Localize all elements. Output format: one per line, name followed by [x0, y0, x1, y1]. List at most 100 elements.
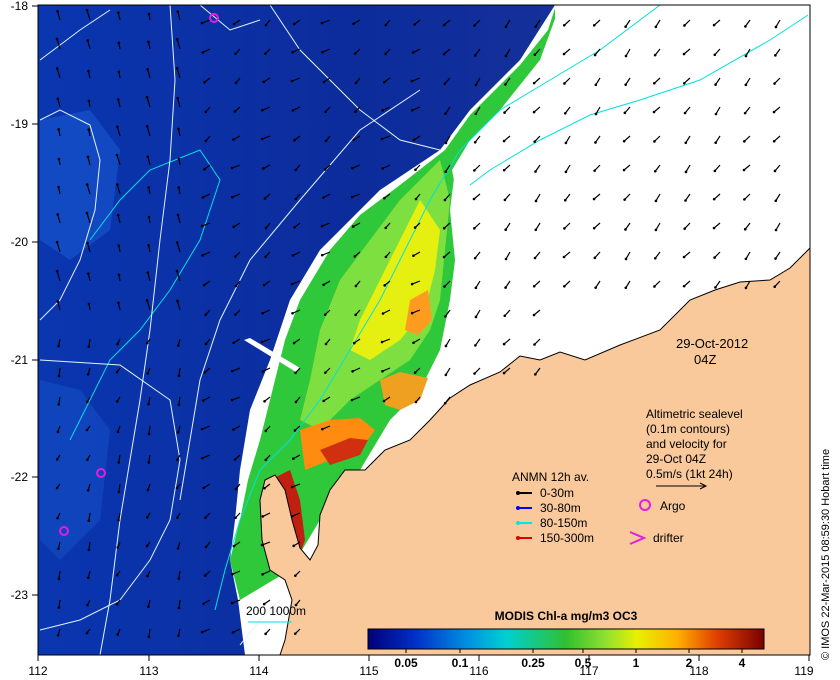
colorbar-tick-label: 0.05 — [394, 656, 418, 670]
altimetry-line: 29-Oct 04Z — [646, 452, 706, 466]
velocity-arrow-head — [683, 227, 686, 230]
velocity-arrow-head — [177, 577, 181, 580]
velocity-arrow — [623, 164, 631, 171]
velocity-arrow-head — [260, 543, 264, 547]
velocity-arrow-head — [592, 226, 596, 230]
velocity-arrow-head — [230, 398, 234, 402]
velocity-arrow — [625, 19, 631, 27]
velocity-arrow — [147, 272, 151, 282]
velocity-arrow-head — [383, 80, 386, 84]
altimetry-line: Altimetric sealevel — [646, 407, 743, 421]
velocity-arrow-head — [653, 53, 657, 57]
velocity-arrow-head — [502, 168, 506, 172]
blue-patch — [40, 380, 110, 560]
velocity-arrow — [411, 280, 421, 285]
velocity-arrow-head — [533, 256, 537, 260]
velocity-arrow-head — [682, 81, 686, 85]
velocity-arrow — [714, 280, 721, 288]
velocity-arrow — [625, 77, 631, 85]
velocity-arrow-head — [55, 458, 59, 461]
velocity-arrow-head — [384, 255, 388, 259]
velocity-arrow-head — [293, 138, 296, 142]
velocity-arrow-head — [473, 227, 476, 230]
legend-label: 0-30m — [540, 486, 574, 500]
velocity-arrow-head — [414, 400, 418, 404]
velocity-arrow — [148, 628, 151, 637]
velocity-arrow — [715, 77, 721, 85]
velocity-arrow — [411, 309, 421, 314]
velocity-arrow-head — [534, 25, 537, 28]
x-tick-label: 115 — [359, 664, 378, 678]
velocity-arrow-head — [682, 255, 686, 259]
velocity-arrow-head — [291, 457, 295, 460]
velocity-arrow-head — [592, 23, 596, 27]
argo-float — [209, 13, 219, 23]
colorbar-title: MODIS Chl-a mg/m3 OC3 — [495, 609, 638, 623]
bathymetry-contours — [69, 5, 809, 611]
velocity-arrow-head — [322, 80, 326, 84]
velocity-arrow-head — [320, 224, 324, 228]
velocity-arrow — [625, 280, 631, 289]
velocity-arrow-head — [623, 198, 626, 201]
velocity-arrow-head — [504, 257, 508, 261]
argo-markers — [59, 13, 219, 536]
velocity-arrow-head — [57, 185, 60, 189]
y-tick-label: -22 — [11, 470, 29, 484]
velocity-arrow-head — [563, 82, 566, 85]
velocity-arrow-head — [502, 139, 506, 143]
legend-title: ANMN 12h av. — [512, 470, 589, 484]
velocity-arrow-head — [322, 283, 325, 287]
velocity-arrow-head — [354, 110, 357, 114]
velocity-arrow — [291, 77, 301, 82]
velocity-arrow — [563, 251, 571, 258]
velocity-arrow-head — [381, 369, 384, 373]
velocity-arrow — [262, 309, 271, 314]
velocity-arrow-head — [474, 315, 478, 319]
velocity-arrow — [56, 68, 61, 79]
velocity-arrow — [382, 106, 391, 111]
velocity-arrow-head — [116, 125, 119, 129]
velocity-arrow-head — [293, 225, 296, 229]
velocity-arrow-head — [115, 400, 119, 403]
velocity-arrow-head — [534, 373, 537, 376]
velocity-arrow-head — [682, 52, 686, 56]
velocity-arrow — [56, 38, 61, 50]
velocity-arrow-head — [232, 428, 235, 431]
velocity-arrow — [683, 251, 691, 258]
velocity-arrow — [744, 106, 751, 114]
velocity-arrow — [56, 10, 61, 21]
colorbar-tick-label: 0.25 — [521, 656, 545, 670]
orange-coastal — [405, 290, 432, 335]
velocity-arrow-head — [773, 82, 776, 85]
velocity-arrow-head — [146, 574, 149, 578]
velocity-arrow-head — [86, 39, 89, 42]
velocity-arrow-head — [201, 51, 205, 54]
velocity-arrow — [87, 40, 91, 50]
velocity-arrow-head — [773, 169, 777, 173]
velocity-arrow-head — [414, 168, 417, 172]
velocity-arrow — [503, 135, 511, 142]
velocity-arrow — [535, 164, 541, 172]
velocity-arrow-head — [87, 576, 90, 580]
velocity-arrow-head — [203, 574, 207, 577]
velocity-arrow-head — [147, 186, 150, 189]
velocity-arrow — [201, 222, 211, 227]
velocity-arrow — [594, 48, 601, 56]
velocity-arrow-head — [473, 169, 476, 172]
altimetry-line: 0.5m/s (1kt 24h) — [646, 467, 733, 481]
velocity-arrow-head — [175, 486, 179, 490]
velocity-arrow — [474, 251, 481, 259]
velocity-arrow-head — [117, 490, 121, 494]
map-date: 29-Oct-2012 — [676, 336, 748, 351]
velocity-arrow — [88, 338, 91, 347]
velocity-arrow-head — [233, 313, 237, 316]
velocity-arrow — [624, 222, 631, 230]
velocity-arrow — [177, 11, 181, 21]
velocity-arrow-head — [773, 285, 776, 288]
velocity-arrow-head — [744, 83, 748, 87]
velocity-arrow-head — [85, 428, 89, 432]
velocity-arrow — [86, 184, 91, 195]
velocity-arrow-head — [145, 341, 149, 345]
argo-legend-icon — [639, 499, 651, 511]
